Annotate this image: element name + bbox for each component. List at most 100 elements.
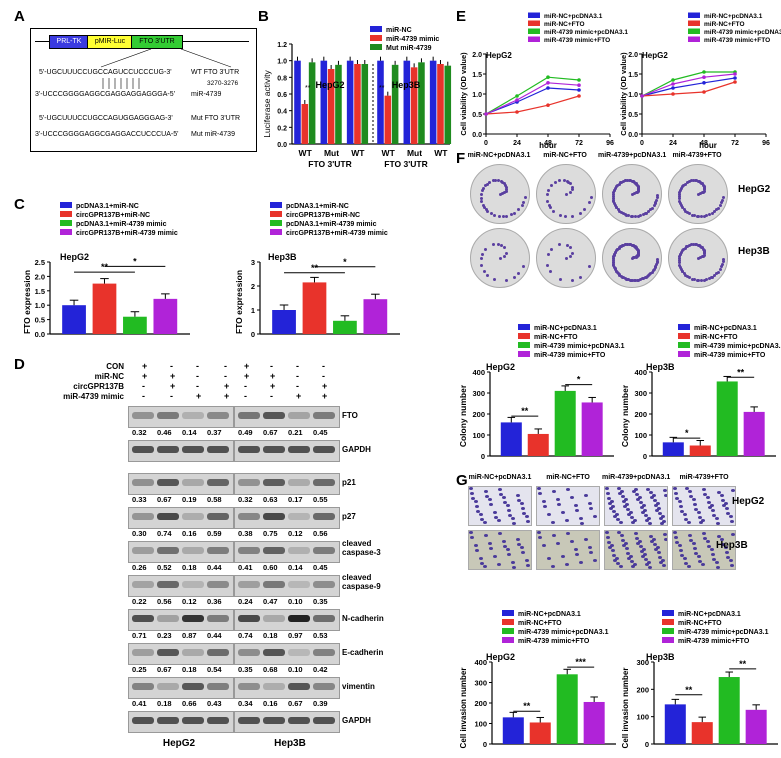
- blot-value: 0.12: [288, 529, 303, 538]
- blot-band: [288, 412, 310, 419]
- colony: [557, 243, 561, 247]
- d-cell-hepg2: HepG2: [162, 738, 196, 749]
- blot-value: 0.56: [313, 529, 328, 538]
- blot-value: 0.66: [182, 699, 197, 708]
- colony: [493, 179, 497, 182]
- plate-title: miR-NC+pcDNA3.1: [467, 152, 531, 159]
- legend-label: miR-NC+FTO: [518, 620, 562, 627]
- d-sign: -: [296, 381, 299, 391]
- e-title-2: HepG2: [642, 51, 668, 60]
- blot-band: [263, 717, 285, 724]
- legend-swatch: [270, 202, 282, 208]
- y-tick-label: 2: [251, 282, 255, 291]
- series-line: [485, 82, 580, 115]
- colony: [691, 243, 695, 246]
- bar: [529, 722, 551, 744]
- invasion-title: miR-4739+FTO: [679, 474, 729, 481]
- legend-label: Mut miR-4739: [386, 45, 432, 52]
- colony: [624, 179, 628, 183]
- colony: [480, 189, 484, 193]
- blot-band: [288, 479, 310, 486]
- colony: [546, 199, 550, 203]
- legend-swatch: [518, 324, 530, 330]
- invading-cell: [480, 562, 484, 565]
- colony: [656, 193, 660, 197]
- invading-cell: [725, 507, 729, 510]
- b-xtick: WT: [299, 148, 313, 158]
- colony: [569, 191, 573, 195]
- colony: [622, 179, 626, 183]
- blot-image-hep3b: [234, 609, 340, 631]
- legend-label: miR-4739 mimic+pcDNA3.1: [518, 629, 609, 636]
- data-point: [546, 75, 550, 79]
- blot-band: [157, 479, 179, 486]
- b-ylabel: Luciferase activity: [262, 69, 272, 137]
- invading-cell: [724, 546, 728, 549]
- series-line: [641, 73, 736, 97]
- legend-swatch: [528, 28, 540, 34]
- colony: [678, 199, 682, 203]
- colony: [688, 212, 692, 216]
- bar: [581, 402, 603, 456]
- invading-cell: [711, 509, 715, 512]
- y-tick-label: 300: [472, 389, 485, 398]
- colony: [546, 263, 550, 267]
- blot-value: 0.63: [263, 495, 278, 504]
- colony: [722, 259, 725, 263]
- invading-cell: [638, 540, 642, 543]
- bar: [429, 60, 437, 144]
- colony: [718, 268, 722, 272]
- blot-band: [157, 547, 179, 554]
- invading-cell: [689, 495, 693, 498]
- invading-cell: [664, 538, 667, 541]
- invading-cell: [729, 515, 733, 518]
- invading-cell: [624, 498, 628, 501]
- sig-star: *: [577, 375, 581, 385]
- invading-cell: [720, 538, 724, 541]
- invasion-image: [672, 486, 736, 526]
- e-xlabel-1: hour: [539, 141, 557, 150]
- colony: [677, 194, 681, 198]
- sig-star: *: [343, 257, 347, 267]
- g-title-1: HepG2: [486, 652, 515, 662]
- blot-band: [182, 683, 204, 690]
- invading-cell: [605, 531, 609, 534]
- invading-cell: [476, 510, 480, 513]
- colony: [505, 252, 509, 256]
- bar: [664, 704, 686, 744]
- data-point: [515, 98, 519, 102]
- colony: [624, 243, 628, 247]
- invading-cell: [474, 544, 478, 547]
- colony: [613, 267, 617, 271]
- colony: [703, 214, 707, 218]
- invading-cell: [701, 563, 705, 566]
- blot-value: 0.10: [288, 665, 303, 674]
- blot-value: 0.39: [313, 699, 328, 708]
- colony: [644, 276, 648, 280]
- legend-swatch: [370, 26, 382, 32]
- invading-cell: [729, 559, 733, 562]
- colony: [634, 255, 638, 259]
- colony: [615, 185, 619, 189]
- panel-c: pcDNA3.1+miR-NC circGPR137B+miR-NC pcDNA3.…: [20, 200, 450, 350]
- panel-label-f: F: [456, 150, 466, 167]
- colony: [642, 213, 646, 217]
- blot-band: [182, 412, 204, 419]
- colony: [705, 214, 709, 218]
- colony: [558, 277, 562, 281]
- y-tick-label: 100: [474, 720, 487, 729]
- data-point: [671, 86, 675, 90]
- x-tick-label: 48: [544, 140, 552, 147]
- f-ylabel-1: Colony number: [458, 384, 468, 447]
- colony: [678, 257, 681, 261]
- x-tick-label: 72: [575, 140, 583, 147]
- invading-cell: [685, 487, 689, 490]
- invading-cell: [642, 548, 646, 551]
- y-tick-label: 400: [634, 368, 647, 377]
- blot-band: [313, 683, 335, 690]
- y-tick-label: 0.0: [35, 330, 45, 339]
- blot-image-hep3b: [234, 541, 340, 563]
- blot-value: 0.45: [313, 428, 328, 437]
- data-point: [515, 110, 519, 114]
- colony: [635, 190, 639, 194]
